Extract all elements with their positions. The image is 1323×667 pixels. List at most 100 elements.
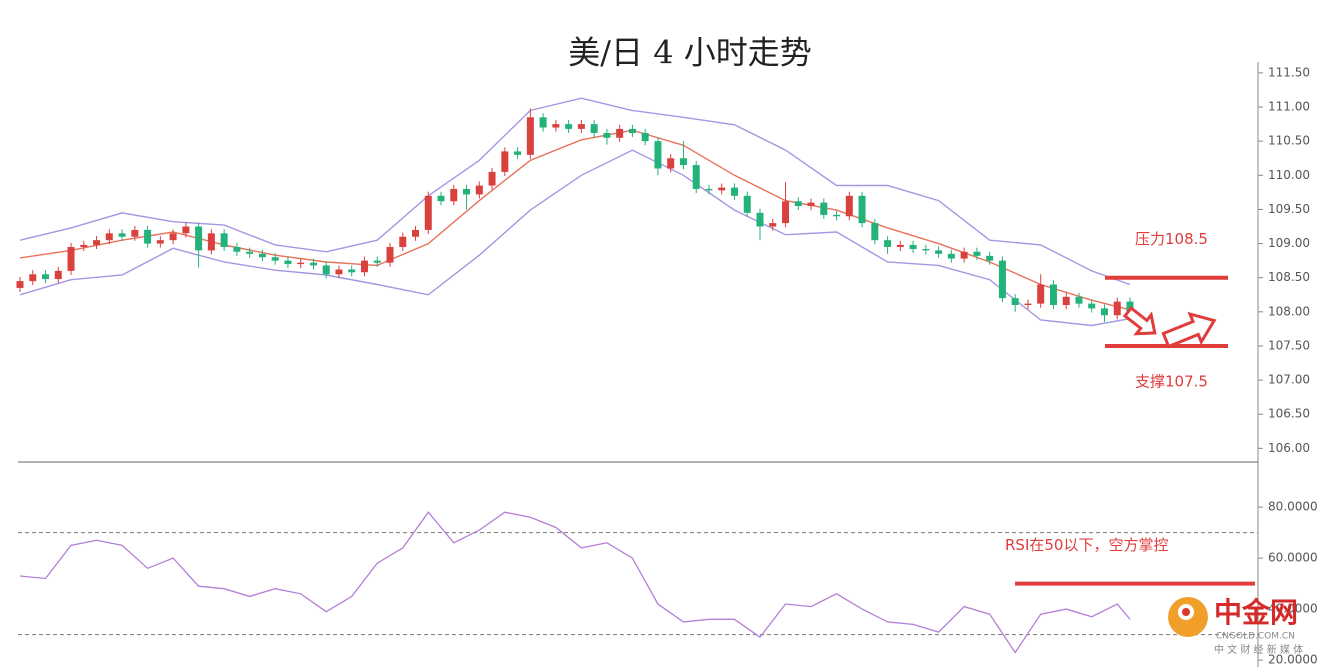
- candle-body: [603, 132, 611, 138]
- candle-body: [514, 151, 522, 155]
- candle-body: [935, 250, 943, 254]
- y-tick-label: 109.00: [1268, 236, 1310, 250]
- arrow: [1161, 311, 1217, 349]
- candle-body: [577, 124, 585, 129]
- candle-body: [258, 253, 266, 258]
- y-tick-label: 107.50: [1268, 338, 1310, 352]
- candle-body: [667, 158, 675, 169]
- y-tick-label: 108.50: [1268, 270, 1310, 284]
- candle-body: [373, 260, 381, 263]
- candle-body: [220, 233, 228, 247]
- candle-body: [424, 195, 432, 230]
- candle-body: [399, 236, 407, 247]
- candle-body: [54, 270, 62, 280]
- candle-body: [42, 274, 50, 280]
- candle-body: [348, 269, 356, 273]
- candle-body: [207, 233, 215, 251]
- candle-body: [1037, 284, 1045, 304]
- y-tick-label: 111.50: [1268, 65, 1310, 79]
- candle-body: [105, 233, 113, 241]
- candle-body: [195, 226, 203, 251]
- candle-body: [360, 260, 368, 273]
- candle-body: [641, 132, 649, 142]
- candle-body: [80, 244, 88, 247]
- logo-slogan: 中 文 财 经 新 媒 体: [1214, 643, 1303, 656]
- candle-body: [309, 262, 317, 266]
- candle-body: [986, 255, 994, 261]
- band-line: [19, 129, 1131, 311]
- candle-body: [743, 195, 751, 213]
- candle-body: [322, 265, 330, 275]
- candle-body: [182, 226, 190, 234]
- candle-body: [1049, 284, 1057, 306]
- arrows: [1122, 305, 1217, 349]
- candle-body: [833, 214, 841, 217]
- y-tick-label: 106.00: [1268, 441, 1310, 455]
- candle-body: [705, 188, 713, 191]
- candle-body: [628, 128, 636, 133]
- rsi-line: [19, 511, 1131, 654]
- candle-body: [1126, 301, 1134, 312]
- candle-body: [909, 244, 917, 250]
- logo-name: 中金网: [1214, 596, 1298, 629]
- candle-body: [858, 195, 866, 224]
- candle-body: [169, 233, 177, 241]
- candle-body: [998, 260, 1006, 299]
- candle-body: [233, 246, 241, 252]
- candle-body: [807, 202, 815, 207]
- logo: 中金网 CNGOLD.COM.CN 中 文 财 经 新 媒 体: [1168, 596, 1303, 656]
- candle-body: [144, 229, 152, 244]
- candle-body: [1113, 301, 1121, 316]
- y-tick-label: 110.50: [1268, 134, 1310, 148]
- candle-body: [679, 158, 687, 166]
- candle-body: [412, 229, 420, 237]
- candle-body: [884, 240, 892, 247]
- candle-body: [463, 188, 471, 195]
- candle-body: [526, 117, 534, 155]
- y-tick-label: 20.0000: [1268, 653, 1318, 667]
- candle-body: [782, 201, 790, 224]
- candle-body: [29, 274, 37, 282]
- band-line: [19, 149, 1131, 327]
- candle-body: [475, 185, 483, 195]
- candle-body: [756, 212, 764, 227]
- candle-body: [769, 223, 777, 227]
- candle-body: [794, 201, 802, 207]
- candle-body: [871, 223, 879, 241]
- candle-body: [552, 124, 560, 128]
- candle-body: [947, 253, 955, 259]
- y-tick-label: 60.0000: [1268, 551, 1318, 565]
- candle-body: [246, 251, 254, 254]
- y-tick-label: 111.00: [1268, 100, 1310, 114]
- candle-body: [93, 240, 101, 245]
- candle-body: [654, 141, 662, 169]
- annotation-text: 支撑107.5: [1135, 372, 1208, 390]
- candle-body: [501, 151, 509, 172]
- candle-body: [922, 249, 930, 251]
- candle-body: [118, 233, 126, 237]
- candle-body: [973, 251, 981, 256]
- y-tick-label: 108.00: [1268, 304, 1310, 318]
- candle-body: [1062, 296, 1070, 306]
- candle-body: [896, 244, 904, 247]
- candle-body: [539, 117, 547, 128]
- logo-domain: CNGOLD.COM.CN: [1216, 632, 1295, 642]
- candle-body: [718, 187, 726, 191]
- y-tick-label: 109.50: [1268, 202, 1310, 216]
- candle-body: [16, 281, 24, 288]
- y-tick-label: 110.00: [1268, 168, 1310, 182]
- candle-body: [386, 246, 394, 263]
- candle-body: [960, 251, 968, 259]
- candle-body: [335, 269, 343, 275]
- y-tick-label: 40.0000: [1268, 602, 1318, 616]
- y-tick-label: 106.50: [1268, 407, 1310, 421]
- annotation-text: 压力108.5: [1135, 230, 1208, 248]
- candle-body: [820, 202, 828, 215]
- candle-body: [1011, 298, 1019, 306]
- candle-body: [488, 171, 496, 186]
- candle-body: [1088, 303, 1096, 309]
- candle-body: [1024, 303, 1032, 306]
- candle-body: [156, 240, 164, 244]
